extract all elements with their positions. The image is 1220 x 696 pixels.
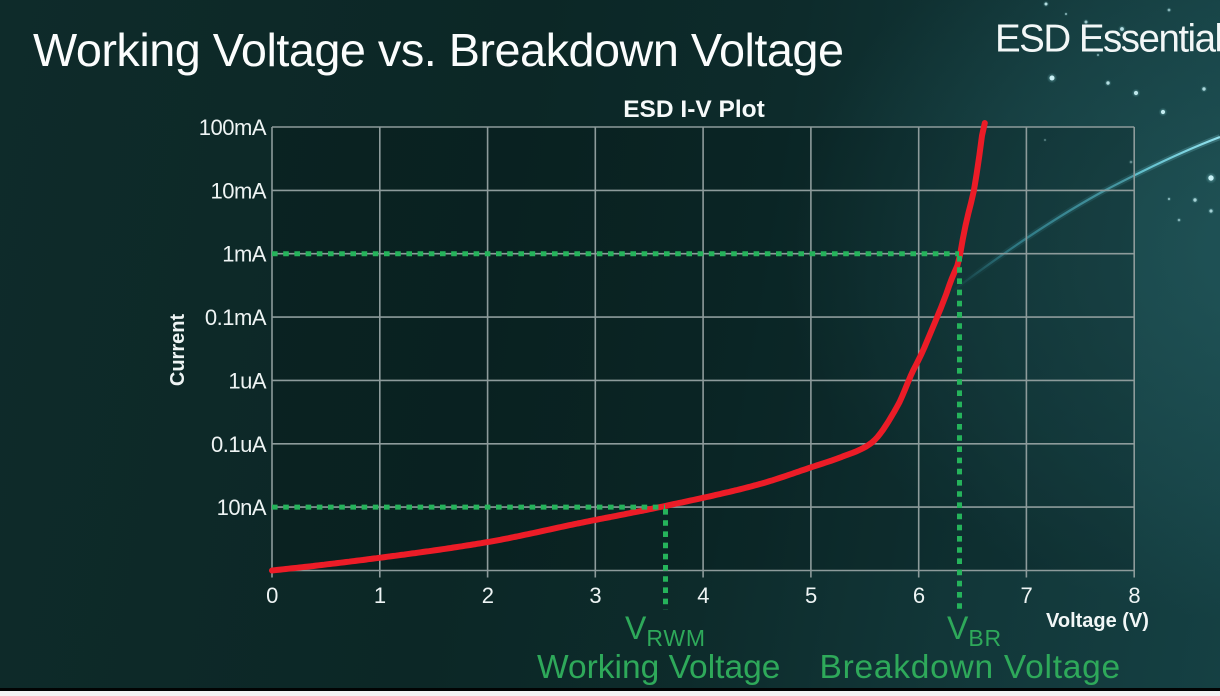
svg-text:0: 0 — [266, 583, 278, 608]
svg-text:Working Voltage vs. Breakdown: Working Voltage vs. Breakdown Voltage — [33, 24, 843, 76]
svg-text:Working Voltage: Working Voltage — [537, 649, 780, 686]
svg-text:1uA: 1uA — [228, 368, 266, 393]
svg-text:1mA: 1mA — [222, 242, 267, 267]
svg-text:10mA: 10mA — [211, 178, 267, 203]
svg-text:Current: Current — [167, 314, 189, 387]
svg-text:VBR: VBR — [947, 610, 1002, 651]
svg-text:10nA: 10nA — [217, 495, 267, 520]
svg-text:4: 4 — [697, 583, 709, 608]
svg-text:0.1uA: 0.1uA — [211, 432, 267, 457]
svg-text:7: 7 — [1021, 583, 1033, 608]
svg-text:ESD Essentials: ESD Essentials — [995, 18, 1220, 61]
svg-text:Voltage (V): Voltage (V) — [1046, 610, 1149, 632]
svg-text:0.1mA: 0.1mA — [205, 305, 267, 330]
svg-text:100mA: 100mA — [199, 115, 267, 140]
svg-text:3: 3 — [589, 583, 601, 608]
svg-text:8: 8 — [1128, 583, 1140, 608]
svg-text:1: 1 — [374, 583, 386, 608]
svg-text:6: 6 — [913, 583, 925, 608]
svg-text:Breakdown Voltage: Breakdown Voltage — [820, 649, 1121, 686]
svg-text:5: 5 — [805, 583, 817, 608]
svg-text:ESD I-V Plot: ESD I-V Plot — [623, 96, 765, 123]
svg-text:VRWM: VRWM — [625, 610, 706, 651]
svg-text:2: 2 — [482, 583, 494, 608]
